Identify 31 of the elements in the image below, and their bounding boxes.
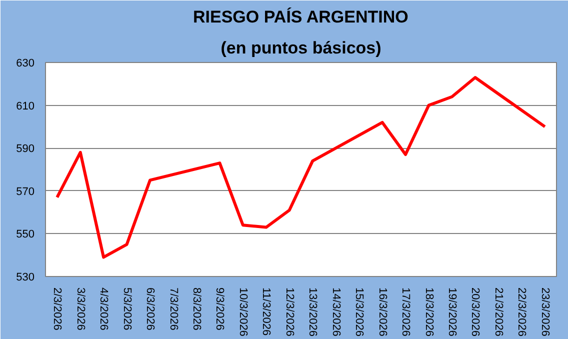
x-tick-label: 18/3/2026 xyxy=(422,288,435,336)
x-tick-label: 19/3/2026 xyxy=(446,288,458,336)
y-tick-label: 530 xyxy=(16,272,35,284)
x-tick-label: 21/3/2026 xyxy=(492,288,504,336)
x-tick-label: 5/3/2026 xyxy=(120,288,133,330)
x-tick-label: 23/3/2026 xyxy=(538,288,551,336)
x-tick-label: 6/3/2026 xyxy=(144,288,156,330)
chart-title: RIESGO PAÍS ARGENTINO xyxy=(193,6,408,26)
x-tick-label: 12/3/2026 xyxy=(283,288,296,336)
x-tick-label: 20/3/2026 xyxy=(469,288,482,336)
chart-subtitle: (en puntos básicos) xyxy=(220,38,382,58)
y-tick-label: 590 xyxy=(16,143,35,156)
x-tick-label: 8/3/2026 xyxy=(190,288,202,330)
line-series xyxy=(56,76,546,259)
x-tick-label: 9/3/2026 xyxy=(214,288,226,330)
x-tick-label: 13/3/2026 xyxy=(306,288,319,336)
x-tick-label: 11/3/2026 xyxy=(260,288,272,336)
x-tick-label: 10/3/2026 xyxy=(236,288,249,336)
x-tick-label: 2/3/2026 xyxy=(51,288,64,330)
y-tick-label: 550 xyxy=(16,228,35,241)
x-tick-label: 22/3/2026 xyxy=(516,288,528,336)
x-tick-label: 16/3/2026 xyxy=(376,288,388,336)
x-tick-label: 15/3/2026 xyxy=(353,288,366,336)
x-tick-label: 14/3/2026 xyxy=(330,288,342,336)
y-tick-label: 610 xyxy=(16,100,35,112)
y-tick-label: 630 xyxy=(16,58,35,70)
x-tick-label: 17/3/2026 xyxy=(400,288,412,336)
y-tick-label: 570 xyxy=(16,186,35,198)
x-tick-label: 3/3/2026 xyxy=(74,288,86,330)
x-tick-label: 4/3/2026 xyxy=(98,288,110,330)
x-tick-label: 7/3/2026 xyxy=(167,288,180,330)
